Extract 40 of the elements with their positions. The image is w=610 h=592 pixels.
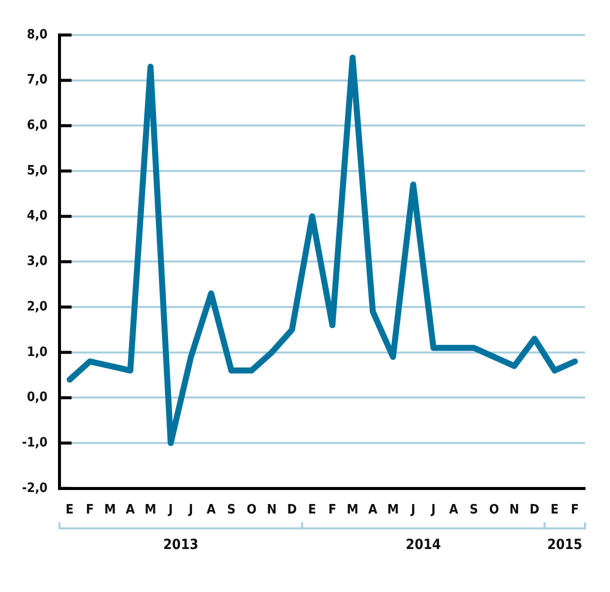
y-tick-label: 3,0 [26,254,48,270]
y-tick-label: 1,0 [26,344,48,360]
x-tick-label: O [246,502,257,518]
x-tick-label: A [126,502,135,518]
x-tick-label: N [266,502,277,518]
y-tick-label: 6,0 [26,118,48,134]
x-tick-label: J [168,502,173,518]
text: 2015 [547,537,582,554]
x-tick-label: S [227,502,236,518]
x-tick-label: M [346,502,358,518]
x-tick-label: A [368,502,378,518]
x-tick-label: F [86,502,94,518]
x-tick-label: S [470,502,478,518]
x-tick-label: M [387,502,399,518]
x-tick-label: A [206,502,216,518]
x-tick-label: F [570,502,579,518]
x-tick-label: O [489,502,500,518]
y-tick-label: 8,0 [26,27,48,42]
x-tick-label: M [144,502,156,518]
y-tick-label: 4,0 [26,208,48,224]
x-tick-label: J [430,502,436,518]
x-tick-label: E [308,502,316,518]
y-tick-label: -1,0 [22,435,48,450]
x-tick-label: D [530,502,540,518]
y-tick-label: -2,0 [22,480,48,496]
y-tick-label: 2,0 [26,299,48,314]
text: 2014 [406,537,442,554]
x-tick-label: E [550,502,559,518]
x-tick-label: E [66,502,74,518]
x-tick-label: D [287,502,298,518]
y-tick-label: 7,0 [26,72,48,88]
x-tick-label: F [328,502,336,518]
y-tick-label: 0,0 [26,390,48,406]
y-tick-label: 5,0 [26,163,48,178]
x-tick-label: M [104,502,116,518]
x-tick-label: N [509,502,520,518]
x-tick-label: A [449,502,458,518]
x-tick-label: J [188,502,194,518]
x-tick-label: J [410,502,416,518]
text: 2013 [163,537,198,554]
